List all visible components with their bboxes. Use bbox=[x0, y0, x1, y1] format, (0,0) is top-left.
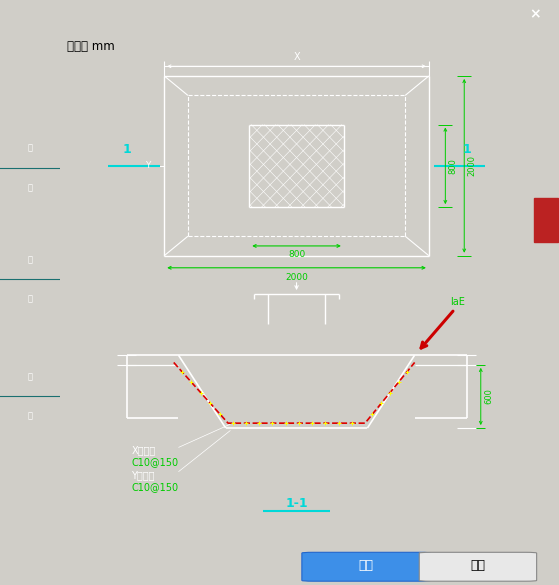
Text: X向纵筋: X向纵筋 bbox=[131, 445, 155, 455]
Text: 摸: 摸 bbox=[28, 295, 32, 304]
Text: 800: 800 bbox=[288, 250, 305, 259]
Text: 摸: 摸 bbox=[28, 372, 32, 381]
Text: 2000: 2000 bbox=[467, 156, 476, 176]
Text: laE: laE bbox=[450, 297, 465, 307]
Text: 600: 600 bbox=[485, 388, 494, 404]
Text: Y向纵筋: Y向纵筋 bbox=[131, 470, 155, 480]
Text: X: X bbox=[293, 53, 300, 63]
Text: Y: Y bbox=[145, 161, 150, 170]
Text: 取消: 取消 bbox=[471, 559, 485, 573]
Text: 1: 1 bbox=[122, 143, 131, 156]
Text: 800: 800 bbox=[449, 158, 458, 174]
Text: C10@150: C10@150 bbox=[131, 457, 178, 467]
Text: 1-1: 1-1 bbox=[285, 497, 308, 510]
Text: 2000: 2000 bbox=[285, 273, 308, 281]
Text: 摸: 摸 bbox=[28, 184, 32, 192]
Text: ×: × bbox=[530, 8, 541, 21]
Text: 摸: 摸 bbox=[28, 412, 32, 421]
Text: 1: 1 bbox=[462, 143, 471, 156]
FancyBboxPatch shape bbox=[302, 552, 430, 581]
Text: C10@150: C10@150 bbox=[131, 483, 178, 493]
FancyBboxPatch shape bbox=[419, 552, 537, 581]
Text: 单位： mm: 单位： mm bbox=[67, 40, 115, 53]
Text: 确定: 确定 bbox=[359, 559, 373, 573]
Text: 摸: 摸 bbox=[28, 255, 32, 264]
Bar bbox=[534, 198, 558, 242]
Text: 摸: 摸 bbox=[28, 144, 32, 153]
